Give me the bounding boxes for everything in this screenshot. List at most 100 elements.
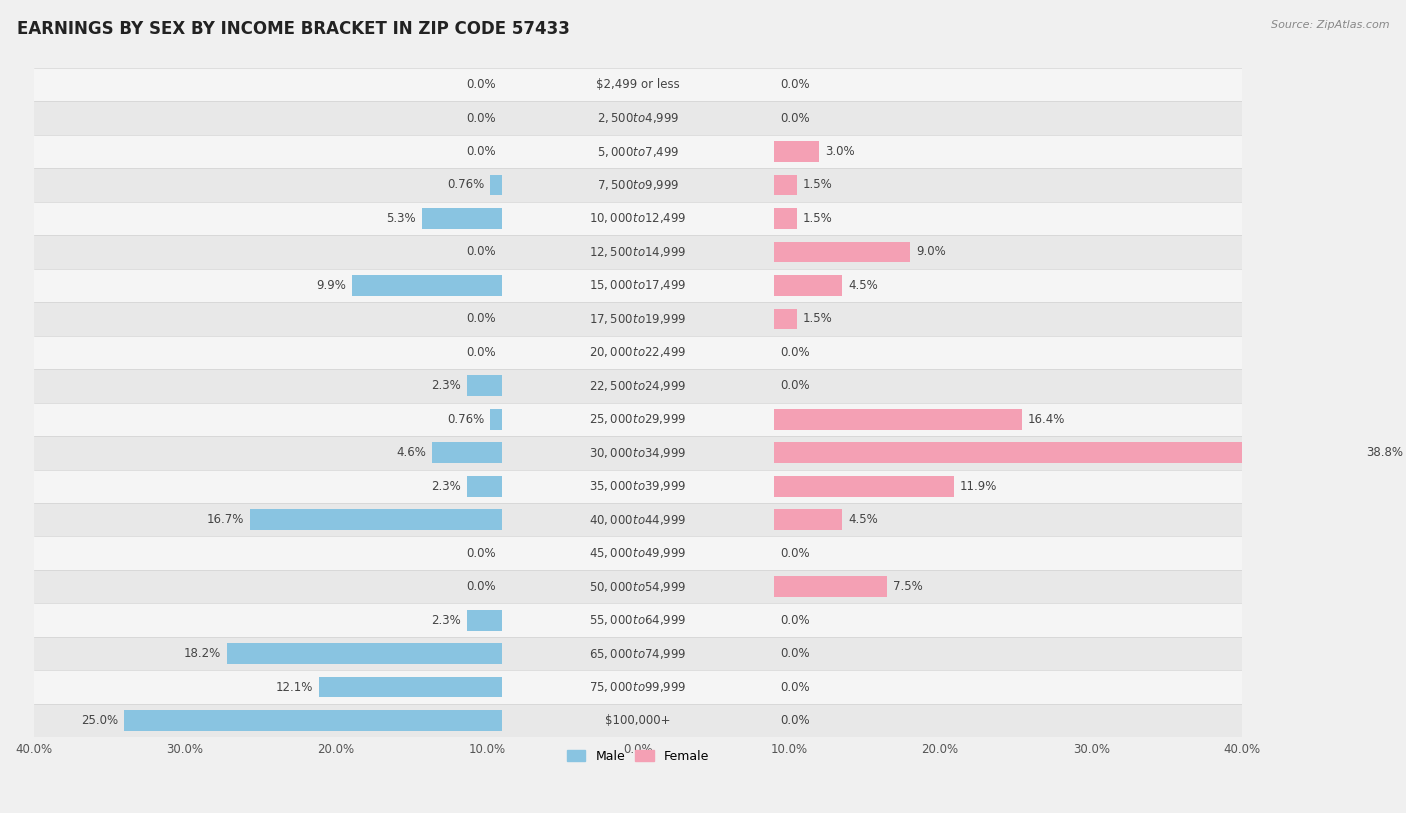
Bar bbox=[124, 711, 502, 731]
Bar bbox=[773, 510, 842, 530]
Text: 38.8%: 38.8% bbox=[1367, 446, 1403, 459]
Text: 1.5%: 1.5% bbox=[803, 312, 832, 325]
Text: 0.0%: 0.0% bbox=[467, 312, 496, 325]
Text: 2.3%: 2.3% bbox=[432, 614, 461, 627]
Text: $50,000 to $54,999: $50,000 to $54,999 bbox=[589, 580, 686, 593]
Bar bbox=[34, 671, 1243, 704]
Bar bbox=[773, 175, 797, 195]
Text: $55,000 to $64,999: $55,000 to $64,999 bbox=[589, 613, 686, 627]
Bar bbox=[467, 476, 502, 497]
Bar bbox=[34, 537, 1243, 570]
Text: 0.0%: 0.0% bbox=[467, 580, 496, 593]
Text: $20,000 to $22,499: $20,000 to $22,499 bbox=[589, 346, 686, 359]
Bar bbox=[34, 135, 1243, 168]
Text: $10,000 to $12,499: $10,000 to $12,499 bbox=[589, 211, 686, 225]
Text: $65,000 to $74,999: $65,000 to $74,999 bbox=[589, 646, 686, 661]
Text: 0.0%: 0.0% bbox=[780, 614, 810, 627]
Bar bbox=[491, 409, 502, 430]
Bar bbox=[34, 503, 1243, 537]
Text: 0.0%: 0.0% bbox=[780, 546, 810, 559]
Text: $45,000 to $49,999: $45,000 to $49,999 bbox=[589, 546, 686, 560]
Text: 0.0%: 0.0% bbox=[780, 714, 810, 727]
Legend: Male, Female: Male, Female bbox=[561, 745, 714, 767]
Text: EARNINGS BY SEX BY INCOME BRACKET IN ZIP CODE 57433: EARNINGS BY SEX BY INCOME BRACKET IN ZIP… bbox=[17, 20, 569, 38]
Bar bbox=[773, 141, 820, 162]
Bar bbox=[773, 476, 953, 497]
Text: 0.0%: 0.0% bbox=[780, 346, 810, 359]
Text: $25,000 to $29,999: $25,000 to $29,999 bbox=[589, 412, 686, 426]
Text: 0.0%: 0.0% bbox=[780, 78, 810, 91]
Text: 4.6%: 4.6% bbox=[396, 446, 426, 459]
Text: $35,000 to $39,999: $35,000 to $39,999 bbox=[589, 479, 686, 493]
Text: 0.0%: 0.0% bbox=[467, 346, 496, 359]
Text: $15,000 to $17,499: $15,000 to $17,499 bbox=[589, 278, 686, 293]
Text: $12,500 to $14,999: $12,500 to $14,999 bbox=[589, 245, 686, 259]
Bar bbox=[467, 376, 502, 396]
Bar bbox=[34, 202, 1243, 235]
Text: 0.0%: 0.0% bbox=[780, 680, 810, 693]
Bar bbox=[34, 570, 1243, 603]
Text: 0.0%: 0.0% bbox=[467, 111, 496, 124]
Text: 0.0%: 0.0% bbox=[780, 380, 810, 393]
Text: 4.5%: 4.5% bbox=[848, 279, 877, 292]
Bar bbox=[773, 442, 1360, 463]
Bar bbox=[773, 208, 797, 228]
Text: $17,500 to $19,999: $17,500 to $19,999 bbox=[589, 312, 686, 326]
Text: 0.0%: 0.0% bbox=[467, 78, 496, 91]
Text: 3.0%: 3.0% bbox=[825, 145, 855, 158]
Text: $7,500 to $9,999: $7,500 to $9,999 bbox=[596, 178, 679, 192]
Bar bbox=[773, 241, 910, 263]
Text: 0.0%: 0.0% bbox=[467, 145, 496, 158]
Bar bbox=[773, 275, 842, 296]
Bar bbox=[34, 637, 1243, 671]
Bar bbox=[34, 603, 1243, 637]
Text: 5.3%: 5.3% bbox=[387, 212, 416, 225]
Bar bbox=[34, 102, 1243, 135]
Bar bbox=[422, 208, 502, 228]
Text: $40,000 to $44,999: $40,000 to $44,999 bbox=[589, 513, 686, 527]
Text: 12.1%: 12.1% bbox=[276, 680, 314, 693]
Bar bbox=[250, 510, 502, 530]
Text: $2,499 or less: $2,499 or less bbox=[596, 78, 681, 91]
Bar bbox=[433, 442, 502, 463]
Text: $75,000 to $99,999: $75,000 to $99,999 bbox=[589, 680, 686, 694]
Bar bbox=[353, 275, 502, 296]
Bar bbox=[34, 369, 1243, 402]
Bar bbox=[34, 268, 1243, 302]
Bar bbox=[34, 402, 1243, 436]
Text: 0.76%: 0.76% bbox=[447, 179, 485, 192]
Text: $22,500 to $24,999: $22,500 to $24,999 bbox=[589, 379, 686, 393]
Bar bbox=[773, 409, 1022, 430]
Bar bbox=[34, 168, 1243, 202]
Text: 1.5%: 1.5% bbox=[803, 212, 832, 225]
Bar bbox=[773, 308, 797, 329]
Bar bbox=[319, 676, 502, 698]
Text: 7.5%: 7.5% bbox=[893, 580, 922, 593]
Text: Source: ZipAtlas.com: Source: ZipAtlas.com bbox=[1271, 20, 1389, 30]
Text: 16.7%: 16.7% bbox=[207, 513, 243, 526]
Bar bbox=[226, 643, 502, 664]
Bar bbox=[34, 436, 1243, 470]
Text: 0.76%: 0.76% bbox=[447, 413, 485, 426]
Text: $5,000 to $7,499: $5,000 to $7,499 bbox=[596, 145, 679, 159]
Text: 11.9%: 11.9% bbox=[960, 480, 997, 493]
Bar bbox=[491, 175, 502, 195]
Bar bbox=[34, 470, 1243, 503]
Text: 25.0%: 25.0% bbox=[82, 714, 118, 727]
Text: $30,000 to $34,999: $30,000 to $34,999 bbox=[589, 446, 686, 460]
Text: $2,500 to $4,999: $2,500 to $4,999 bbox=[596, 111, 679, 125]
Text: 0.0%: 0.0% bbox=[780, 647, 810, 660]
Bar bbox=[34, 704, 1243, 737]
Text: 4.5%: 4.5% bbox=[848, 513, 877, 526]
Bar bbox=[34, 67, 1243, 102]
Bar bbox=[467, 610, 502, 631]
Text: 16.4%: 16.4% bbox=[1028, 413, 1066, 426]
Bar bbox=[34, 336, 1243, 369]
Text: 2.3%: 2.3% bbox=[432, 380, 461, 393]
Bar bbox=[773, 576, 887, 597]
Text: 18.2%: 18.2% bbox=[184, 647, 221, 660]
Text: 1.5%: 1.5% bbox=[803, 179, 832, 192]
Text: 9.0%: 9.0% bbox=[915, 246, 946, 259]
Text: 0.0%: 0.0% bbox=[467, 246, 496, 259]
Bar bbox=[34, 235, 1243, 268]
